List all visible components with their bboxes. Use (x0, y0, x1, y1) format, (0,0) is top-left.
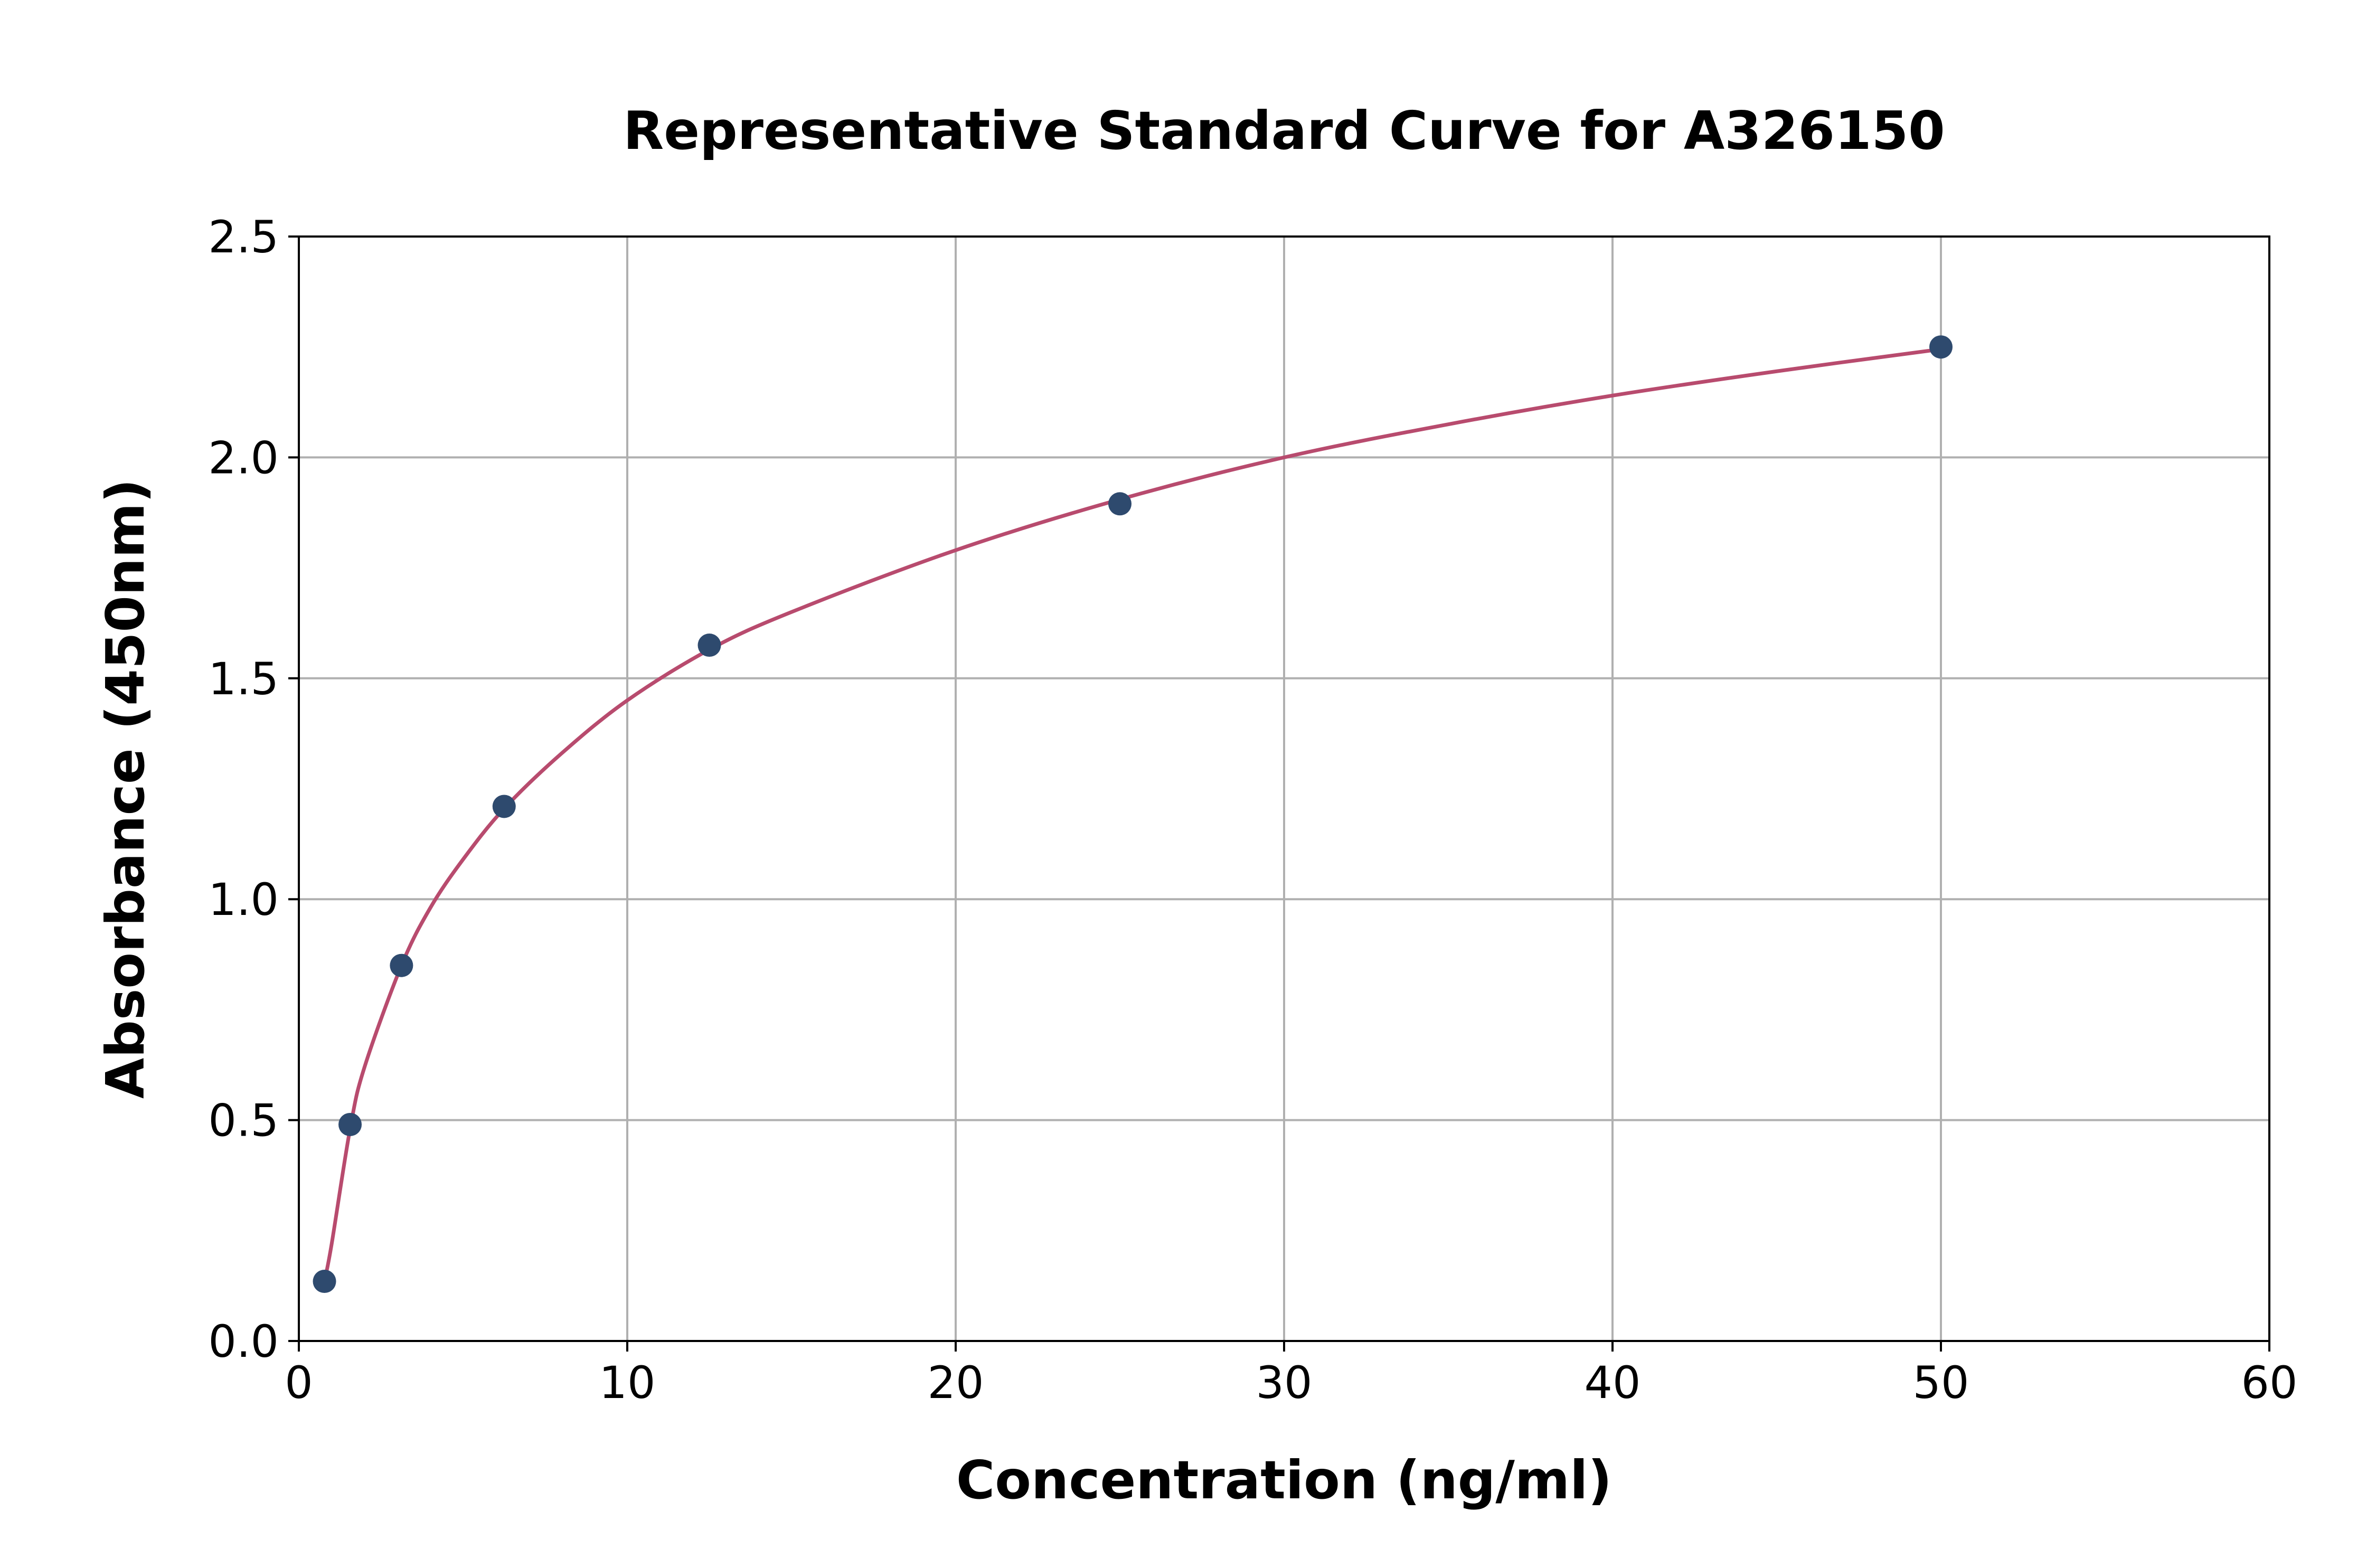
grid-layer (298, 235, 2270, 1342)
x-axis-label: Concentration (ng/ml) (956, 1449, 1612, 1511)
y-tick-label: 1.5 (208, 653, 279, 705)
data-point (1108, 492, 1132, 516)
y-tick-label: 2.5 (208, 211, 279, 263)
y-tick-label: 0.0 (208, 1316, 279, 1367)
chart-title: Representative Standard Curve for A32615… (623, 100, 1945, 162)
data-point (338, 1112, 362, 1136)
data-point (1929, 335, 1953, 359)
fit-curve (323, 347, 1943, 1283)
y-axis-label: Absorbance (450nm) (95, 479, 156, 1099)
x-tick-label: 30 (1256, 1357, 1313, 1409)
data-point (697, 634, 721, 657)
data-point (390, 953, 413, 977)
y-tick-label: 2.0 (208, 432, 279, 484)
y-tick-label: 1.0 (208, 874, 279, 925)
x-tick-label: 40 (1585, 1357, 1641, 1409)
data-point (492, 795, 516, 818)
y-tick-label: 0.5 (208, 1095, 279, 1147)
x-tick-label: 0 (285, 1357, 313, 1409)
x-tick-label: 60 (2241, 1357, 2298, 1409)
curve-layer (323, 347, 1943, 1283)
points-layer (313, 335, 1953, 1293)
x-tick-label: 50 (1913, 1357, 1969, 1409)
data-point (313, 1270, 336, 1293)
x-tick-label: 10 (599, 1357, 656, 1409)
ticks-layer: 0 10 20 30 40 50 60 0.0 0.5 1.0 1.5 2.0 2.5 (208, 211, 2297, 1409)
x-tick-label: 20 (928, 1357, 984, 1409)
